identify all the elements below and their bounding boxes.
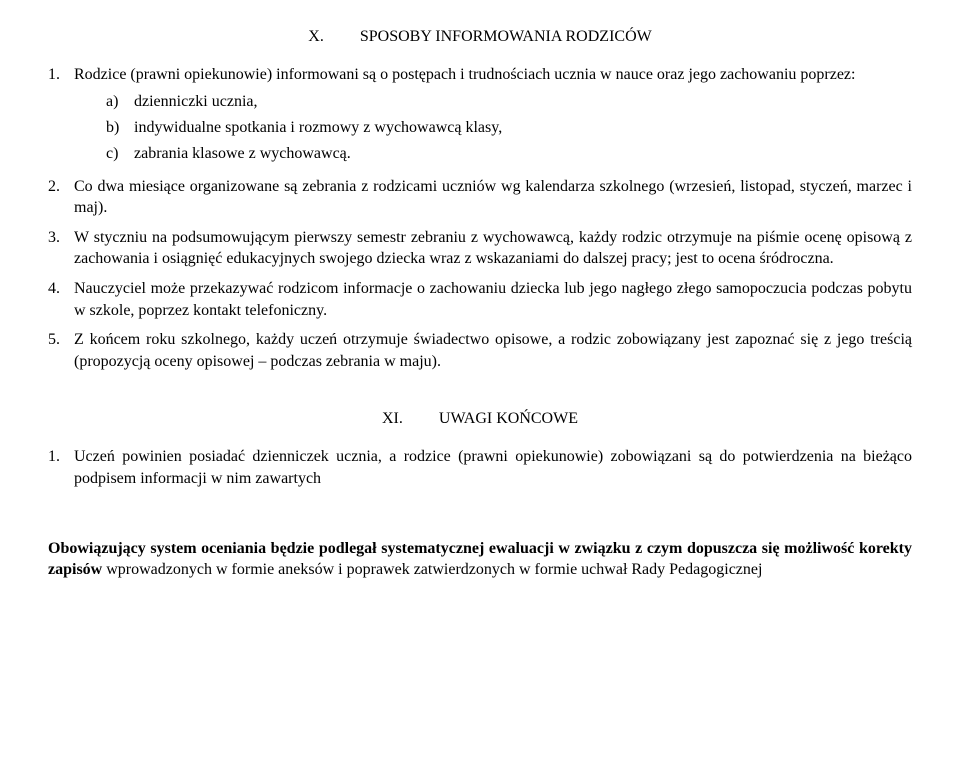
section-gap xyxy=(48,380,912,410)
section-xi-num: XI. xyxy=(382,410,403,428)
sub-letter: c) xyxy=(106,142,134,166)
sub-item: c) zabrania klasowe z wychowawcą. xyxy=(106,142,912,166)
list-item: 1. Rodzice (prawni opiekunowie) informow… xyxy=(48,64,912,168)
section-x-header: X. SPOSOBY INFORMOWANIA RODZICÓW xyxy=(48,28,912,46)
list-item: 5. Z końcem roku szkolnego, każdy uczeń … xyxy=(48,329,912,372)
list-item: 3. W styczniu na podsumowującym pierwszy… xyxy=(48,227,912,270)
list-num: 1. xyxy=(48,446,74,489)
sub-letter: a) xyxy=(106,90,134,114)
item-text: Z końcem roku szkolnego, każdy uczeń otr… xyxy=(74,329,912,372)
list-item: 4. Nauczyciel może przekazywać rodzicom … xyxy=(48,278,912,321)
item-text: W styczniu na podsumowującym pierwszy se… xyxy=(74,227,912,270)
sub-item: b) indywidualne spotkania i rozmowy z wy… xyxy=(106,116,912,140)
section-x-title: SPOSOBY INFORMOWANIA RODZICÓW xyxy=(360,28,652,46)
list-num: 1. xyxy=(48,64,74,168)
sub-list: a) dzienniczki ucznia, b) indywidualne s… xyxy=(106,90,912,166)
list-num: 2. xyxy=(48,176,74,219)
section-xi-header: XI. UWAGI KOŃCOWE xyxy=(48,410,912,428)
bottom-paragraph: Obowiązujący system oceniania będzie pod… xyxy=(48,538,912,581)
sub-letter: b) xyxy=(106,116,134,140)
list-num: 5. xyxy=(48,329,74,372)
section-xi-title: UWAGI KOŃCOWE xyxy=(439,410,578,428)
list-item: 2. Co dwa miesiące organizowane są zebra… xyxy=(48,176,912,219)
item-text: Co dwa miesiące organizowane są zebrania… xyxy=(74,176,912,219)
list-num: 4. xyxy=(48,278,74,321)
item-text: Rodzice (prawni opiekunowie) informowani… xyxy=(74,66,855,83)
sub-text: dzienniczki ucznia, xyxy=(134,90,258,114)
sub-text: zabrania klasowe z wychowawcą. xyxy=(134,142,351,166)
item-text: Uczeń powinien posiadać dzienniczek uczn… xyxy=(74,446,912,489)
sub-item: a) dzienniczki ucznia, xyxy=(106,90,912,114)
list-num: 3. xyxy=(48,227,74,270)
sub-text: indywidualne spotkania i rozmowy z wycho… xyxy=(134,116,502,140)
list-content: Rodzice (prawni opiekunowie) informowani… xyxy=(74,64,912,168)
list-item: 1. Uczeń powinien posiadać dzienniczek u… xyxy=(48,446,912,489)
bottom-rest: wprowadzonych w formie aneksów i poprawe… xyxy=(106,561,762,578)
item-text: Nauczyciel może przekazywać rodzicom inf… xyxy=(74,278,912,321)
section-x-num: X. xyxy=(308,28,324,46)
